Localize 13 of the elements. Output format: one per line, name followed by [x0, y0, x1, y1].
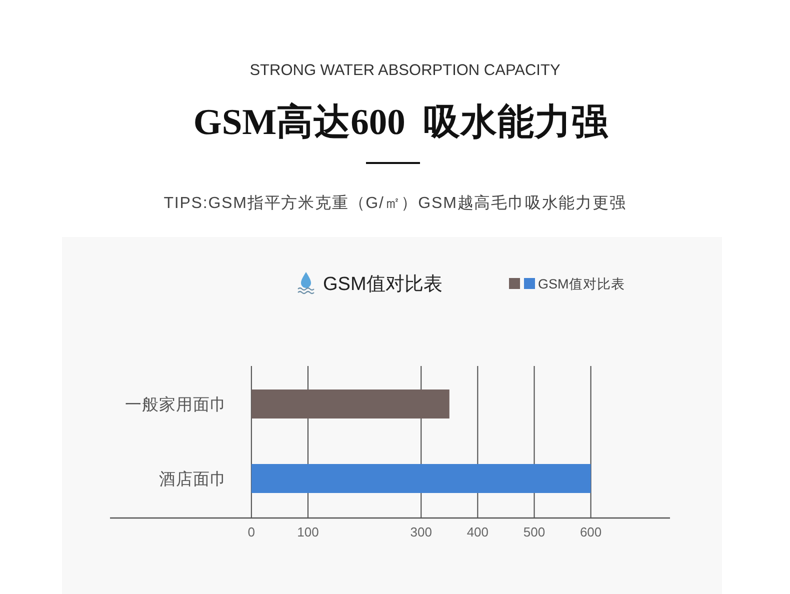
chart-subtitle: STRONG WATER ABSORPTION CAPACITY: [250, 62, 560, 79]
x-tick-label: 300: [410, 524, 432, 540]
y-tick-label: 一般家用面巾: [125, 395, 227, 414]
x-tick-label: 600: [580, 524, 602, 540]
y-tick-label: 酒店面巾: [159, 470, 227, 488]
chart-title: GSM高达600 吸水能力强: [193, 101, 610, 142]
x-tick-label: 400: [466, 524, 489, 540]
x-tick-label: 0: [248, 524, 256, 540]
x-tick-label: 100: [297, 524, 319, 540]
text: GSM值对比表: [323, 274, 442, 295]
x-tick-label: 500: [523, 524, 546, 540]
text: TIPS:GSM指平方米克重（G/㎡）GSM越高毛巾吸水能力更强: [164, 194, 626, 212]
legend-label: GSM值对比表: [538, 276, 625, 292]
